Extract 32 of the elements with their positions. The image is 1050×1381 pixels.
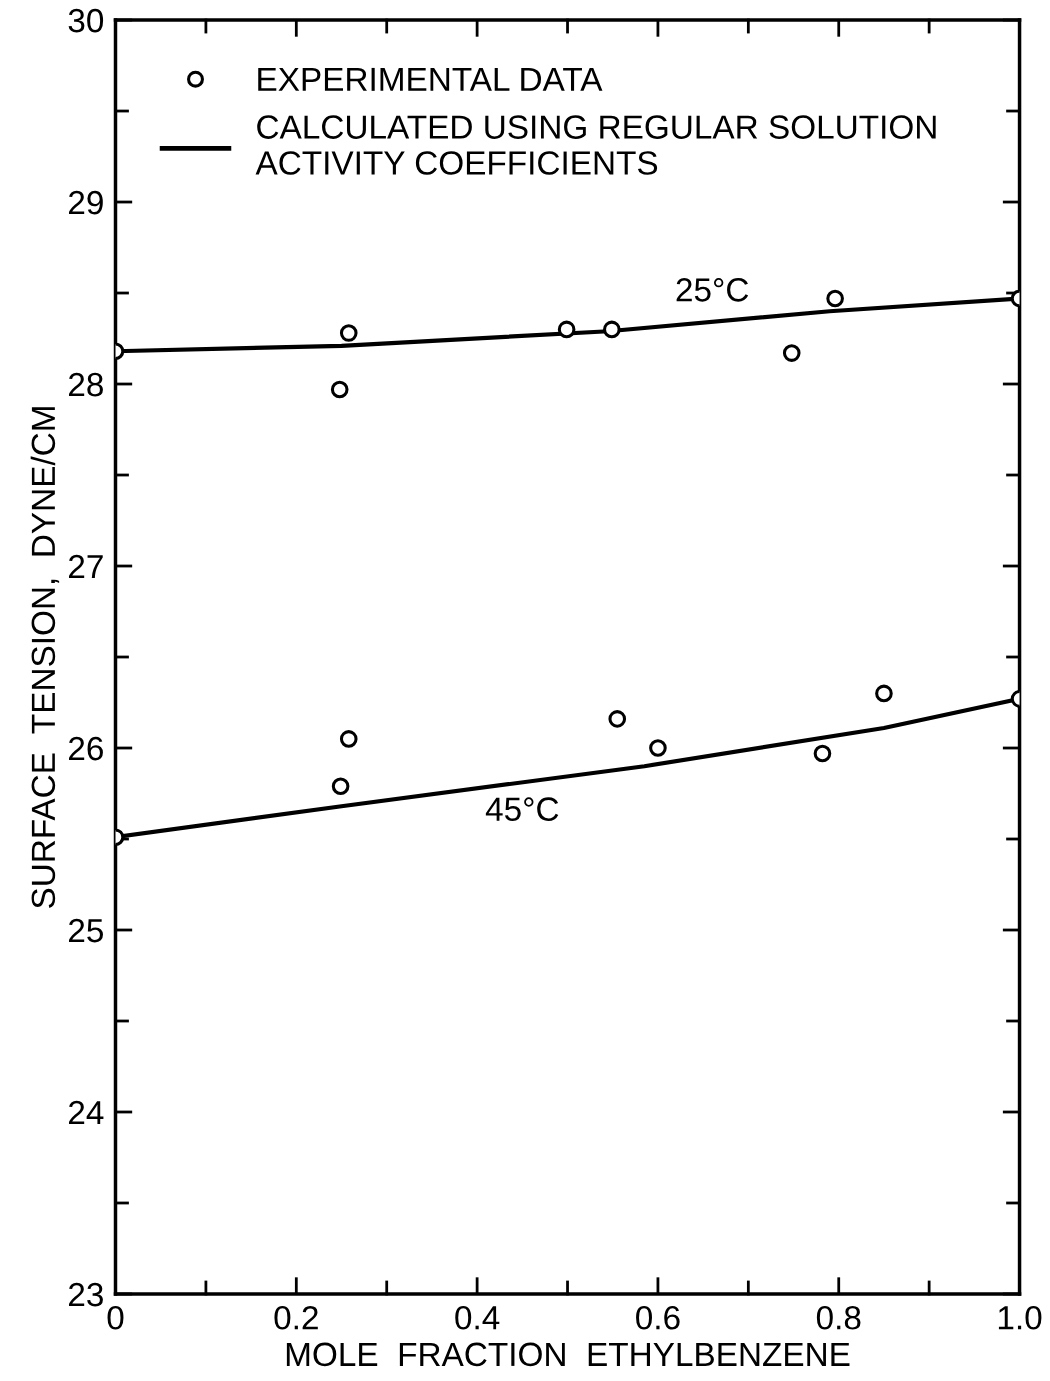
- point: [330, 380, 349, 399]
- y-axis-title: SURFACE TENSION, DYNE/CM: [30, 407, 60, 909]
- x-tick-label: 0: [107, 1305, 124, 1330]
- point: [782, 344, 801, 362]
- legend-label: CALCULATED USING REGULAR SOLUTION ACTIVITY COEFFICIENTS: [255, 115, 936, 175]
- point: [826, 289, 844, 308]
- point: [608, 710, 627, 728]
- point: [339, 730, 358, 748]
- point: [557, 320, 576, 339]
- x-tick-label: 0.6: [636, 1305, 680, 1330]
- point: [649, 739, 667, 757]
- point: [331, 777, 350, 796]
- y-tick-label: 23: [68, 1282, 103, 1307]
- annotation: 45°C: [485, 797, 559, 821]
- y-tick-label: 29: [68, 190, 103, 215]
- annotation: 25°C: [676, 278, 749, 302]
- y-tick-label: 24: [68, 1100, 104, 1125]
- x-tick-label: 0.2: [274, 1305, 318, 1330]
- y-tick-label: 26: [68, 736, 103, 761]
- point: [875, 684, 893, 703]
- point: [603, 320, 621, 339]
- y-tick-label: 28: [68, 372, 103, 397]
- x-tick-label: 0.8: [816, 1305, 861, 1330]
- legend-label: EXPERIMENTAL DATA: [258, 67, 603, 91]
- point: [813, 744, 832, 763]
- y-tick-label: 30: [68, 8, 104, 33]
- y-tick-label: 27: [68, 554, 103, 579]
- point: [339, 324, 358, 342]
- y-tick-label: 25: [68, 918, 103, 943]
- x-tick-label: 0.4: [455, 1305, 500, 1330]
- x-axis-title: MOLE FRACTION ETHYLBENZENE: [286, 1342, 850, 1367]
- x-tick-label: 1.0: [998, 1305, 1042, 1330]
